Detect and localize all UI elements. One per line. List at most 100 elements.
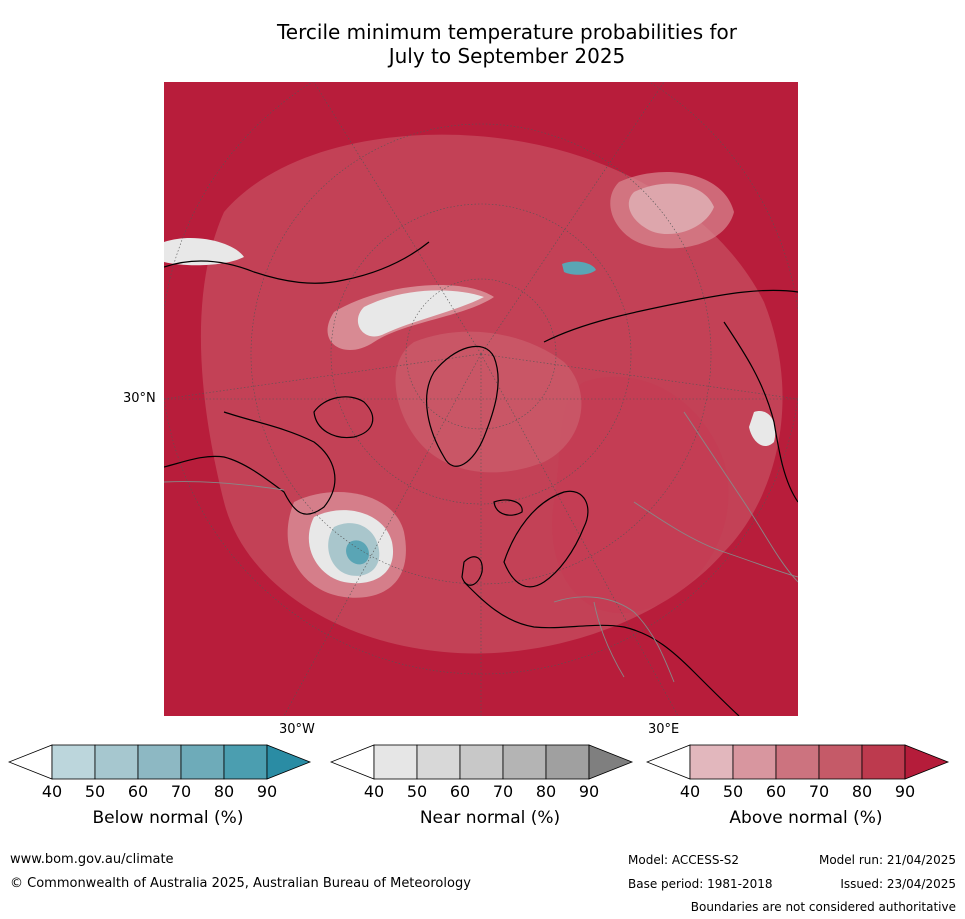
colorbar-tick-label: 50 [84,782,106,801]
band-60-northeast [610,172,734,249]
issued-text: Issued: 23/04/2025 [840,877,956,891]
colorbar-upper-extension [588,744,634,780]
colorbar-tick-label: 80 [851,782,873,801]
coast-greenland [426,345,499,467]
coastlines [164,241,798,716]
colorbar-ticks: 40 50 60 70 80 90 [330,782,650,802]
copyright-text: © Commonwealth of Australia 2025, Austra… [10,876,471,891]
colorbar-tick-label: 90 [256,782,278,801]
meridian-150w [313,82,482,355]
coast-east-asia [723,321,798,503]
title-line-2: July to September 2025 [388,44,626,68]
colorbar-swatch [861,744,906,780]
website-link[interactable]: www.bom.gov.au/climate [10,852,174,867]
band-below-80-atlantic [346,540,369,565]
model-run-text: Model run: 21/04/2025 [818,853,956,867]
lon-label-30w: 30°W [279,722,315,737]
lat-circle-75 [405,278,557,430]
meridian-90w [164,353,482,400]
colorbar-tick-label: 80 [535,782,557,801]
colorbar-swatches [330,744,634,780]
colorbar-tick-label: 60 [127,782,149,801]
band-below-80-siberia [562,261,596,275]
model-text: Model: ACCESS-S2 [628,853,740,867]
colorbar-tick-label: 50 [722,782,744,801]
colorbar-swatch [818,744,863,780]
colorbar-tick-label: 90 [894,782,916,801]
lat-label-30n: 30°N [123,391,156,406]
colorbar-swatch [775,744,820,780]
colorbar-upper-extension [904,744,950,780]
colorbar-tick-label: 80 [213,782,235,801]
band-near-arc [357,290,484,337]
meridian-90e [480,353,798,400]
border-canada-us [164,481,285,491]
lat-circle-45 [250,123,712,585]
band-80-east [552,376,729,614]
colorbar-tick-label: 70 [492,782,514,801]
band-near-east [749,411,776,447]
colorbar-tick-label: 50 [406,782,428,801]
map-canvas [164,82,798,716]
colorbar-lower-extension [330,744,375,780]
border-europe-2 [593,601,625,678]
graticule [164,82,798,716]
coast-iceland [493,499,523,516]
colorbar-tick-label: 70 [170,782,192,801]
colorbar-swatch [373,744,418,780]
colorbar-tick-label: 70 [808,782,830,801]
coast-siberia [543,289,798,343]
colorbar-swatch [416,744,461,780]
chart-title: Tercile minimum temperature probabilitie… [0,20,965,68]
colorbar-tick-label: 40 [41,782,63,801]
probability-map [164,82,798,716]
colorbar-tick-label: 60 [449,782,471,801]
country-borders [164,411,798,683]
colorbar-tick-label: 40 [679,782,701,801]
coast-uk [461,556,483,586]
band-70-center [395,331,582,473]
border-asia-1 [633,501,798,578]
band-near-west [164,237,244,266]
colorbar-swatch [732,744,777,780]
border-europe-1 [553,596,675,683]
meridian-30w [283,353,482,716]
coast-europe [463,581,740,716]
title-line-1: Tercile minimum temperature probabilitie… [276,20,738,44]
colorbar-swatch [689,744,734,780]
colorbar-title: Above normal (%) [729,808,883,828]
colorbar-swatch [51,744,96,780]
base-period-text: Base period: 1981-2018 [628,877,773,891]
colorbar-lower-extension [646,744,691,780]
colorbar-below-normal: 40 50 60 70 80 90 Below normal (%) [8,744,312,828]
lat-circle-60 [330,203,632,505]
colorbar-swatch [545,744,590,780]
probability-bands [164,134,783,654]
colorbar-title: Below normal (%) [92,808,244,828]
meridian-30e [480,353,679,716]
colorbar-tick-label: 60 [765,782,787,801]
colorbar-swatch [94,744,139,780]
coast-scandinavia [503,490,589,588]
lon-label-30e: 30°E [648,722,680,737]
coast-north-america [164,411,336,515]
colorbar-upper-extension [266,744,312,780]
colorbar-tick-label: 40 [363,782,385,801]
colorbar-lower-extension [8,744,53,780]
colorbar-swatch [223,744,268,780]
colorbar-title: Near normal (%) [419,808,561,828]
colorbar-ticks: 40 50 60 70 80 90 [8,782,328,802]
colorbar-above-normal: 40 50 60 70 80 90 Above normal (%) [646,744,950,828]
meridian-150e [480,82,665,355]
colorbar-swatch [180,744,225,780]
colorbar-swatch [137,744,182,780]
colorbar-near-normal: 40 50 60 70 80 90 Near normal (%) [330,744,634,828]
colorbar-swatches [8,744,312,780]
disclaimer-text: Boundaries are not considered authoritat… [690,900,956,914]
colorbar-swatch [502,744,547,780]
colorbar-swatches [646,744,950,780]
colorbar-ticks: 40 50 60 70 80 90 [646,782,965,802]
border-asia-2 [683,411,798,583]
coast-alaska [164,241,430,284]
coast-hudson [313,396,374,439]
